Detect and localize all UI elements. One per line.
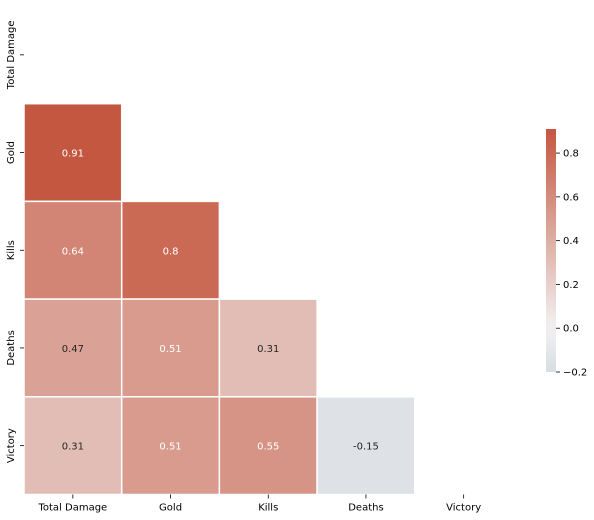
x-tick-label-2: Kills xyxy=(258,503,278,514)
colorbar: −0.2 0.0 0.2 0.4 0.6 0.8 xyxy=(546,129,587,379)
heatmap-cell-labels: 0.91 0.64 0.8 0.47 0.51 0.31 0.31 0.51 0.55 -0.15 xyxy=(62,149,379,453)
y-axis: Total Damage Gold Kills Deaths Victory xyxy=(6,20,24,463)
colorbar-tick-label-0: −0.2 xyxy=(563,368,587,379)
heatmap-cell-3-2 xyxy=(218,298,318,398)
colorbar-gradient xyxy=(546,129,556,372)
heatmap-cell-4-3 xyxy=(316,396,416,496)
x-axis: Total Damage Gold Kills Deaths Victory xyxy=(37,494,481,514)
y-tick-label-4: Victory xyxy=(6,428,17,463)
colorbar-ticks: −0.2 0.0 0.2 0.4 0.6 0.8 xyxy=(556,149,587,379)
heatmap-cell-2-0 xyxy=(23,200,123,300)
colorbar-tick-label-1: 0.0 xyxy=(563,324,579,335)
heatmap-cell-label-4-2: 0.55 xyxy=(257,442,279,453)
heatmap-cell-label-1-0: 0.91 xyxy=(62,149,84,160)
heatmap-cell-label-3-0: 0.47 xyxy=(62,344,84,355)
heatmap-cell-label-3-2: 0.31 xyxy=(257,344,279,355)
heatmap-cell-label-4-0: 0.31 xyxy=(62,442,84,453)
x-tick-label-1: Gold xyxy=(159,503,182,514)
y-tick-label-0: Total Damage xyxy=(6,20,17,90)
heatmap-cell-2-1 xyxy=(120,200,221,300)
heatmap-cell-label-3-1: 0.51 xyxy=(159,344,181,355)
colorbar-tick-label-2: 0.2 xyxy=(563,280,579,291)
y-tick-label-2: Kills xyxy=(6,240,17,260)
heatmap-cell-3-0 xyxy=(23,298,123,398)
heatmap-cell-label-2-1: 0.8 xyxy=(163,246,179,257)
heatmap-cell-1-0 xyxy=(23,102,123,203)
x-tick-label-0: Total Damage xyxy=(37,503,107,514)
heatmap-cells xyxy=(23,102,416,496)
heatmap-cell-label-4-3: -0.15 xyxy=(353,442,379,453)
colorbar-tick-label-4: 0.6 xyxy=(563,192,579,203)
y-tick-label-3: Deaths xyxy=(6,330,17,365)
colorbar-tick-label-5: 0.8 xyxy=(563,149,579,160)
heatmap-cell-label-2-0: 0.64 xyxy=(62,246,84,257)
heatmap-cell-label-4-1: 0.51 xyxy=(159,442,181,453)
y-tick-label-1: Gold xyxy=(6,141,17,164)
heatmap-cell-4-1 xyxy=(120,396,221,496)
x-tick-label-4: Victory xyxy=(446,503,481,514)
colorbar-tick-label-3: 0.4 xyxy=(563,236,579,247)
x-tick-label-3: Deaths xyxy=(348,503,383,514)
